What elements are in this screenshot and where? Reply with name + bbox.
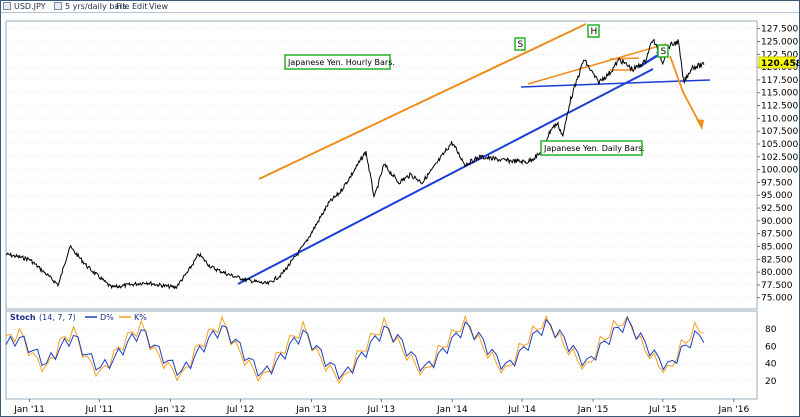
uptrend-line [237, 68, 654, 285]
x-tick-label: Jan '14 [436, 405, 468, 415]
app-menu-icon[interactable] [3, 2, 11, 10]
price-tick-label: 80.000 [761, 268, 793, 278]
head-text: H [591, 27, 598, 37]
price-tick-label: 75.000 [761, 294, 793, 304]
stoch-title: Stoch [10, 313, 36, 322]
symbol-label[interactable]: USD.JPY [14, 2, 46, 11]
period-label[interactable]: 5 yrs/daily bars [65, 2, 127, 11]
stoch-d-legend: D% [100, 313, 114, 322]
stoch-k-legend: K% [134, 313, 147, 322]
price-tick-label: 107.500 [761, 127, 798, 137]
x-tick-label: Jan '12 [154, 405, 186, 415]
x-tick-label: Jul '11 [85, 405, 114, 415]
x-tick-label: Jan '16 [718, 405, 750, 415]
stoch-tick-label: 80 [765, 325, 777, 335]
x-tick-label: Jan '11 [13, 405, 45, 415]
flag-top-line [609, 57, 640, 60]
price-tick-label: 122.500 [761, 50, 798, 60]
menu-edit[interactable]: Edit [132, 2, 148, 11]
last-price-box [758, 56, 796, 69]
overlay-lines [237, 23, 711, 285]
price-tick-label: 82.500 [761, 255, 793, 265]
hourly-label: Japanese Yen. Hourly Bars. [284, 54, 395, 70]
price-tick-label: 105.000 [761, 140, 798, 150]
price-tick-label: 102.500 [761, 153, 798, 163]
price-tick-label: 77.500 [761, 281, 793, 291]
stoch-tick-label: 40 [765, 360, 777, 370]
price-tick-label: 110.000 [761, 114, 798, 124]
price-axis: 127.500125.000122.500120.000117.500115.0… [757, 25, 798, 304]
price-tick-label: 117.500 [761, 76, 798, 86]
daily-label: Japanese Yen. Daily Bars. [540, 140, 645, 156]
price-tick-label: 115.000 [761, 89, 798, 99]
price-tick-label: 95.000 [761, 191, 793, 201]
stoch-panel [5, 310, 758, 400]
price-tick-label: 85.000 [761, 242, 793, 252]
period-dropdown-icon[interactable] [54, 2, 62, 10]
stoch-k-line [5, 314, 704, 385]
projection-down-arrowhead [696, 119, 704, 130]
x-tick-label: Jul '13 [366, 405, 395, 415]
stoch-d-line [5, 316, 705, 381]
stoch-tick-label: 60 [765, 342, 777, 352]
window-titlebar: USD.JPY 5 yrs/daily bars File Edit View [1, 1, 799, 13]
head-marker: H [587, 24, 600, 38]
left-shoulder-marker: S [514, 37, 526, 51]
x-tick-label: Jan '15 [577, 405, 609, 415]
left-shoulder-text: S [518, 40, 524, 50]
stoch-params: (14, 7, 7) [39, 313, 76, 322]
price-tick-label: 100.000 [761, 166, 798, 176]
stoch-axis: 80 60 40 20 [765, 325, 777, 387]
daily-label-text: Japanese Yen. Daily Bars. [543, 144, 645, 153]
price-tick-label: 127.500 [761, 25, 798, 35]
right-shoulder-marker: S [657, 44, 669, 58]
x-tick-label: Jul '12 [226, 405, 255, 415]
price-tick-label: 90.000 [761, 217, 793, 227]
last-price: 120.458 [761, 59, 799, 69]
hourly-label-text: Japanese Yen. Hourly Bars. [287, 58, 395, 67]
chart-svg: 127.500125.000122.500120.000117.500115.0… [5, 20, 799, 415]
neck-channel-line [527, 43, 667, 85]
price-tick-label: 87.500 [761, 230, 793, 240]
price-tick-label: 97.500 [761, 178, 793, 188]
menu-file[interactable]: File [116, 2, 130, 11]
stoch-tick-label: 20 [765, 377, 777, 387]
projection-down-line [669, 55, 701, 125]
price-series-line [5, 38, 705, 290]
menu-view[interactable]: View [149, 2, 168, 11]
price-tick-label: 125.000 [761, 37, 798, 47]
channel-top-line [258, 23, 587, 180]
x-axis: Jan '11 Jul '11 Jan '12 Jul '12 Jan '13 Jul '… [13, 399, 749, 415]
price-tick-label: 112.500 [761, 102, 798, 112]
price-tick-label: 92.500 [761, 204, 793, 214]
right-shoulder-text: S [661, 47, 667, 57]
x-tick-label: Jul '14 [507, 405, 536, 415]
x-tick-label: Jul '15 [648, 405, 677, 415]
x-tick-label: Jan '13 [295, 405, 327, 415]
